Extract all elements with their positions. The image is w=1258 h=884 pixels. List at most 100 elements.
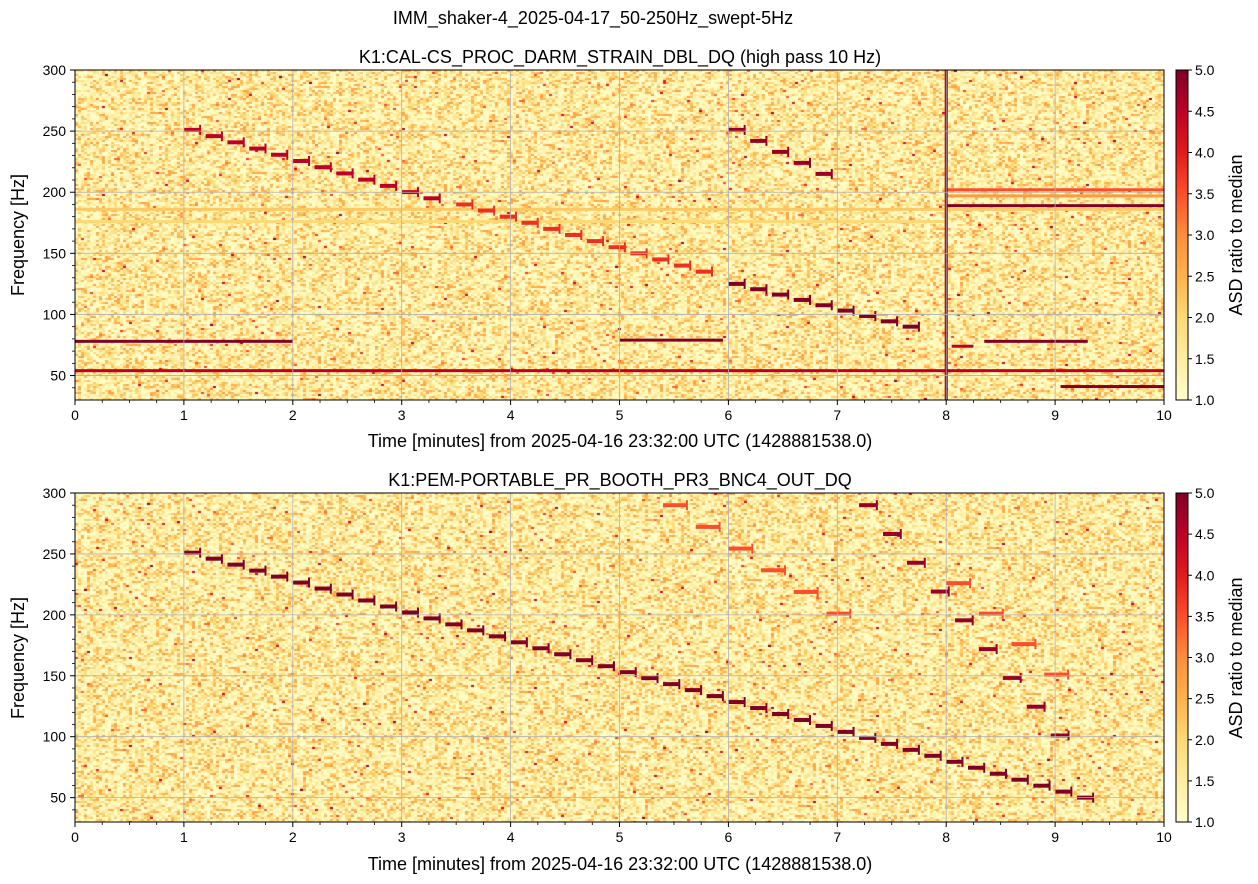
sweep-step-edge (329, 162, 332, 173)
y-tick-label: 200 (43, 607, 67, 623)
colorbar-tick-label: 4.0 (1195, 145, 1215, 161)
sweep-step-edge (623, 242, 626, 253)
sweep-step-edge (808, 294, 811, 305)
sweep-step (499, 214, 517, 219)
sweep-step (227, 140, 244, 145)
x-tick-label: 4 (507, 829, 515, 845)
x-tick-label: 3 (398, 407, 406, 423)
x-tick-label: 7 (833, 829, 841, 845)
sweep-step-edge (685, 500, 688, 511)
sweep-step (401, 610, 419, 615)
colorbar-tick-label: 3.0 (1195, 650, 1215, 666)
sweep-step (488, 634, 506, 639)
sweep-step-edge (569, 649, 572, 660)
sweep-step-edge (718, 521, 721, 532)
sweep-step (543, 226, 560, 231)
sweep-step-edge (329, 583, 332, 594)
sweep-step (663, 503, 688, 508)
sweep-step (575, 658, 593, 663)
sweep-step (336, 171, 353, 176)
sweep-step-edge (783, 565, 786, 576)
y-tick-label: 150 (43, 668, 67, 684)
line-feature (619, 338, 723, 342)
x-axis: 0 1 2 3 4 5 6 7 8 9 10 (71, 822, 1172, 845)
sweep-step-edge (1005, 768, 1008, 779)
x-tick-label: 2 (289, 829, 297, 845)
sweep-step (652, 257, 669, 262)
sweep-step-edge (995, 644, 998, 655)
sweep-step (930, 589, 949, 594)
sweep-step (859, 503, 878, 508)
sweep-step (946, 581, 971, 586)
line-feature (984, 339, 1088, 343)
colorbar-tick-label: 1.0 (1195, 814, 1215, 830)
colorbar-tick-label: 2.5 (1195, 691, 1215, 707)
sweep-step-edge (416, 607, 419, 618)
colorbar-tick-label: 1.0 (1195, 392, 1215, 408)
sweep-step (728, 281, 745, 286)
sweep-step-edge (286, 571, 289, 582)
panel-1-xlabel: Time [minutes] from 2025-04-16 23:32:00 … (368, 431, 873, 451)
colorbar-tick-label: 3.5 (1195, 608, 1215, 624)
sweep-step (292, 580, 310, 585)
sweep-step (750, 706, 767, 711)
colorbar-tick-label: 4.5 (1195, 103, 1215, 119)
x-tick-label: 0 (71, 829, 79, 845)
sweep-step (1050, 733, 1069, 738)
sweep-step (314, 586, 331, 591)
sweep-step-edge (743, 124, 746, 135)
sweep-step-edge (765, 284, 768, 295)
panel-2-xlabel: Time [minutes] from 2025-04-16 23:32:00 … (368, 854, 873, 874)
sweep-step-edge (1070, 786, 1073, 797)
y-tick-label: 100 (43, 306, 67, 322)
sweep-step (445, 622, 462, 627)
sweep-step-edge (1043, 701, 1046, 712)
sweep-step-edge (558, 223, 561, 234)
sweep-step-edge (351, 589, 354, 600)
sweep-step (771, 149, 789, 154)
sweep-step (1055, 789, 1072, 794)
sweep-step-edge (199, 547, 202, 558)
sweep-step (793, 297, 811, 302)
sweep-step (205, 134, 223, 139)
colorbar-tick-label: 2.0 (1195, 310, 1215, 326)
sweep-step-edge (689, 260, 692, 271)
sweep-step (706, 694, 723, 699)
sweep-step-edge (1019, 672, 1022, 683)
sweep-step-edge (947, 586, 950, 597)
x-tick-label: 7 (833, 407, 841, 423)
sweep-step (815, 723, 832, 728)
sweep-step (314, 165, 331, 170)
sweep-step-edge (286, 149, 289, 160)
sweep-step-edge (917, 744, 920, 755)
sweep-step (423, 196, 440, 201)
sweep-step (978, 647, 997, 652)
sweep-step-edge (765, 703, 768, 714)
sweep-step (771, 292, 789, 297)
y-tick-label: 250 (43, 123, 67, 139)
sweep-step-edge (1026, 774, 1029, 785)
sweep-step (750, 287, 767, 292)
sweep-step (1011, 642, 1037, 647)
sweep-step-edge (493, 205, 496, 216)
sweep-step-edge (787, 289, 790, 300)
sweep-step-edge (830, 720, 833, 731)
y-tick-label: 250 (43, 546, 67, 562)
sweep-step-edge (591, 655, 594, 666)
sweep-step-edge (852, 305, 855, 316)
colorbar-scale (1175, 492, 1189, 823)
x-tick-label: 5 (616, 407, 624, 423)
sweep-step (510, 640, 527, 645)
sweep-step-edge (923, 557, 926, 568)
sweep-step (663, 682, 680, 687)
x-tick-label: 6 (725, 829, 733, 845)
sweep-step-edge (1067, 730, 1070, 741)
sweep-step (336, 592, 353, 597)
sweep-step (456, 202, 473, 207)
sweep-step-edge (710, 266, 713, 277)
sweep-step-edge (939, 750, 942, 761)
sweep-step-edge (308, 577, 311, 588)
sweep-step-edge (220, 131, 223, 142)
sweep-step-edge (849, 608, 852, 619)
y-axis: 50 100 150 200 250 300 (43, 485, 75, 811)
